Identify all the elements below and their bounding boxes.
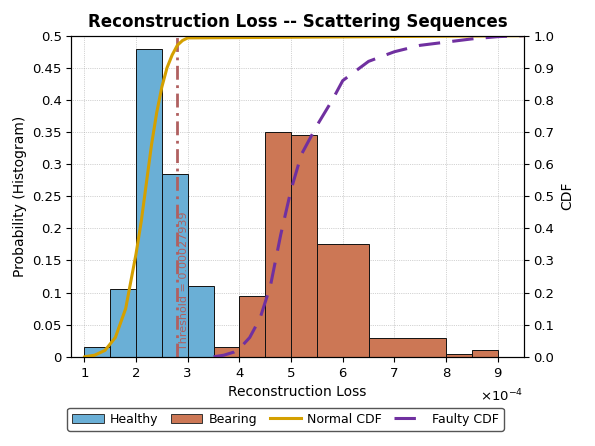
Bar bbox=[162, 174, 187, 357]
Bar bbox=[317, 244, 368, 357]
Bar bbox=[110, 289, 136, 357]
Bar bbox=[136, 49, 162, 357]
Bar bbox=[291, 135, 317, 357]
Text: $\times10^{-4}$: $\times10^{-4}$ bbox=[480, 387, 524, 404]
Bar bbox=[472, 351, 498, 357]
Title: Reconstruction Loss -- Scattering Sequences: Reconstruction Loss -- Scattering Sequen… bbox=[87, 13, 508, 31]
X-axis label: Reconstruction Loss: Reconstruction Loss bbox=[228, 385, 367, 399]
Bar bbox=[239, 296, 265, 357]
Legend: Healthy, Bearing, Normal CDF, Faulty CDF: Healthy, Bearing, Normal CDF, Faulty CDF bbox=[67, 408, 504, 431]
Bar bbox=[368, 338, 446, 357]
Text: Threshold = 0.00027939: Threshold = 0.00027939 bbox=[179, 212, 189, 351]
Bar bbox=[84, 347, 110, 357]
Bar bbox=[187, 286, 214, 357]
Bar bbox=[265, 132, 291, 357]
Bar bbox=[214, 347, 239, 357]
Y-axis label: Probability (Histogram): Probability (Histogram) bbox=[12, 116, 27, 277]
Bar bbox=[446, 354, 472, 357]
Y-axis label: CDF: CDF bbox=[560, 182, 574, 211]
